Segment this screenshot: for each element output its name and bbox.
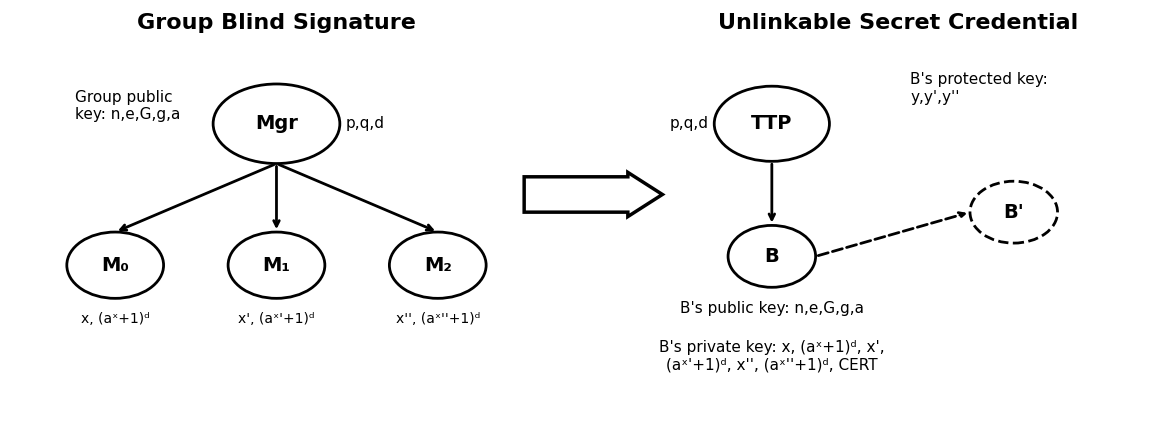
Text: M₁: M₁ [263, 256, 290, 274]
Text: B's protected key:
y,y',y'': B's protected key: y,y',y'' [910, 72, 1048, 105]
Ellipse shape [67, 232, 164, 298]
Text: Group Blind Signature: Group Blind Signature [137, 13, 416, 33]
Text: B: B [765, 247, 779, 266]
Text: M₂: M₂ [424, 256, 452, 274]
Text: TTP: TTP [751, 114, 793, 133]
Text: x, (aˣ+1)ᵈ: x, (aˣ+1)ᵈ [81, 312, 150, 326]
Ellipse shape [213, 84, 340, 164]
Ellipse shape [728, 225, 816, 287]
Text: B's public key: n,e,G,g,a: B's public key: n,e,G,g,a [680, 301, 864, 316]
Text: p,q,d: p,q,d [669, 116, 708, 131]
Text: x'', (aˣ''+1)ᵈ: x'', (aˣ''+1)ᵈ [395, 312, 480, 326]
Text: B': B' [1003, 203, 1024, 221]
Text: M₀: M₀ [101, 256, 129, 274]
Ellipse shape [228, 232, 325, 298]
Ellipse shape [970, 181, 1058, 243]
Text: x', (aˣ'+1)ᵈ: x', (aˣ'+1)ᵈ [238, 312, 314, 326]
Text: Unlinkable Secret Credential: Unlinkable Secret Credential [719, 13, 1078, 33]
Text: B's private key: x, (aˣ+1)ᵈ, x',
(aˣ'+1)ᵈ, x'', (aˣ''+1)ᵈ, CERT: B's private key: x, (aˣ+1)ᵈ, x', (aˣ'+1)… [659, 340, 885, 373]
Ellipse shape [389, 232, 486, 298]
Ellipse shape [714, 86, 829, 161]
Text: p,q,d: p,q,d [346, 116, 385, 131]
Text: Group public
key: n,e,G,g,a: Group public key: n,e,G,g,a [75, 90, 180, 122]
Text: Mgr: Mgr [255, 114, 298, 133]
FancyArrow shape [524, 172, 662, 217]
